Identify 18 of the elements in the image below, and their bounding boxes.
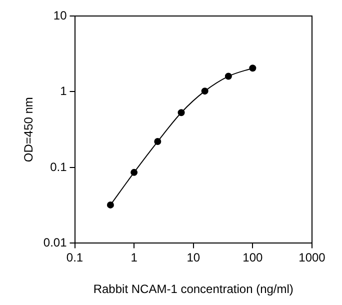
x-axis-title: Rabbit NCAM-1 concentration (ng/ml) — [93, 282, 294, 296]
x-tick-label: 0.1 — [66, 250, 84, 265]
point — [201, 88, 208, 95]
x-tick-label: 1000 — [298, 250, 326, 265]
x-tick-label: 1 — [130, 250, 138, 265]
point — [249, 64, 256, 72]
y-axis-title: OD=450 nm — [22, 97, 36, 162]
point — [224, 72, 232, 80]
y-tick-label: 0.1 — [50, 160, 68, 174]
x-tick-label: 10 — [186, 250, 200, 265]
x-tick-label: 100 — [242, 250, 264, 265]
y-tick-label: 10 — [53, 8, 68, 22]
point — [106, 201, 114, 208]
point — [178, 109, 185, 116]
y-tick-label: 0.01 — [43, 236, 68, 250]
y-tick-label: 1 — [60, 84, 68, 98]
point — [130, 168, 138, 176]
point — [154, 138, 162, 146]
